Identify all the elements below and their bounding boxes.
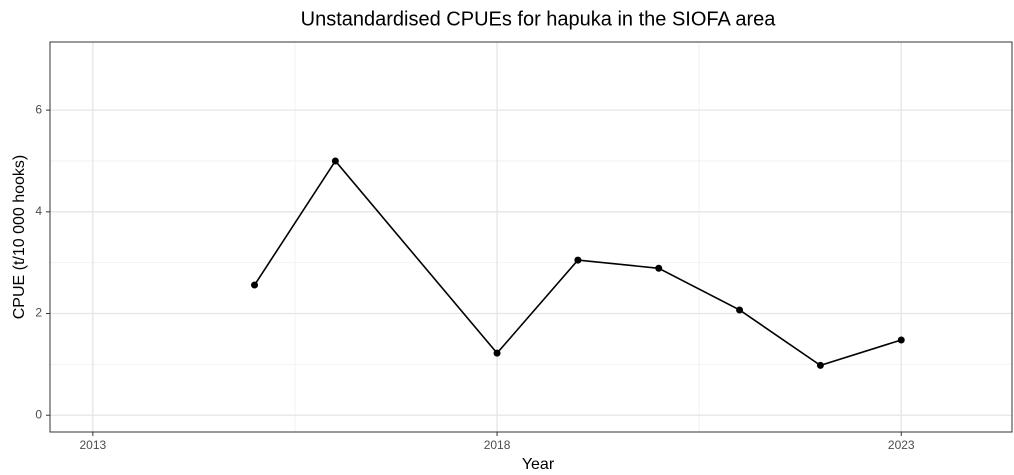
data-point: [493, 349, 501, 357]
data-point: [574, 256, 582, 264]
data-line: [253, 159, 902, 367]
data-point: [897, 336, 905, 344]
data-point: [331, 157, 339, 165]
x-tick-label: 2023: [888, 438, 915, 452]
data-point: [736, 306, 744, 314]
y-tick-label: 6: [35, 102, 42, 116]
chart-title: Unstandardised CPUEs for hapuka in the S…: [301, 8, 777, 30]
y-tick-label: 4: [35, 204, 42, 218]
y-axis-label: CPUE (t/10 000 hooks): [11, 155, 28, 320]
data-point: [655, 264, 663, 272]
data-point: [816, 361, 824, 369]
x-tick-label: 2013: [79, 438, 106, 452]
x-tick-label: 2018: [484, 438, 511, 452]
data-point: [251, 281, 259, 289]
x-axis-label: Year: [522, 456, 555, 473]
panel-border: [49, 41, 1013, 433]
y-tick-label: 0: [35, 407, 42, 421]
y-tick-label: 2: [35, 306, 42, 320]
